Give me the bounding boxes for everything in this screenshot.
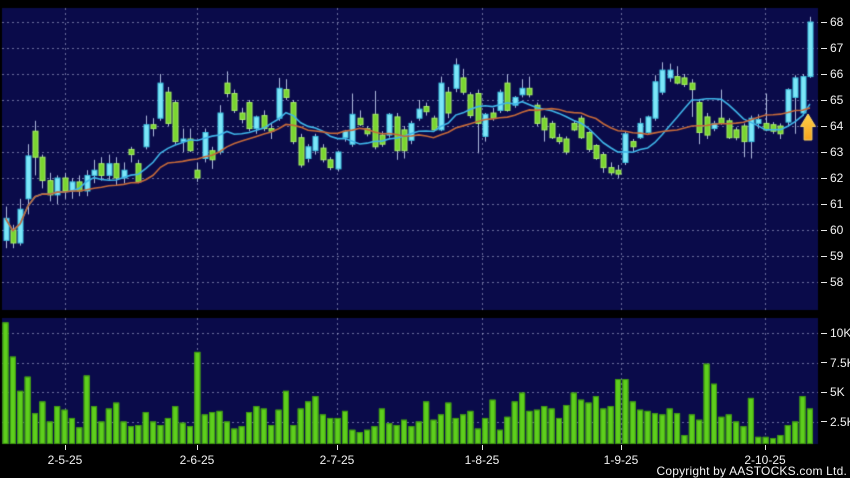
copyright-text: Copyright by AASTOCKS.com Ltd. — [656, 464, 847, 478]
date-axis-label: 1-8-25 — [464, 453, 500, 467]
price-axis-label: 60 — [830, 223, 844, 237]
date-axis-label: 2-7-25 — [319, 453, 355, 467]
price-axis-label: 63 — [830, 145, 844, 159]
volume-axis-tick — [821, 332, 827, 334]
price-axis-tick — [821, 229, 827, 231]
price-axis-label: 66 — [830, 67, 844, 81]
price-axis-tick — [821, 151, 827, 153]
price-axis-label: 68 — [830, 15, 844, 29]
volume-axis-label: 5K — [830, 385, 845, 399]
price-axis-tick — [821, 177, 827, 179]
date-axis-label: 2-6-25 — [179, 453, 215, 467]
date-axis-label: 2-10-25 — [744, 453, 786, 467]
volume-axis-label: 2.5K — [830, 414, 850, 429]
volume-axis-tick — [821, 391, 827, 393]
price-panel — [2, 8, 818, 310]
price-axis-tick — [821, 203, 827, 205]
price-axis-label: 58 — [830, 275, 844, 289]
price-axis-tick — [821, 125, 827, 127]
price-axis-label: 62 — [830, 171, 844, 185]
volume-axis-tick — [821, 421, 827, 422]
date-axis-tick — [621, 445, 622, 450]
date-axis-tick — [65, 445, 66, 450]
date-axis-tick — [765, 445, 766, 450]
price-axis-label: 59 — [830, 249, 844, 263]
price-axis-label: 67 — [830, 41, 844, 55]
price-axis-tick — [821, 47, 827, 49]
price-axis-tick — [821, 281, 827, 283]
price-axis-label: 65 — [830, 93, 844, 107]
volume-axis-label: 10K — [830, 326, 850, 340]
price-axis-label: 64 — [830, 119, 844, 133]
date-axis-tick — [337, 445, 338, 450]
date-axis-tick — [482, 445, 483, 450]
date-axis-tick — [197, 445, 198, 450]
price-axis-label: 61 — [830, 197, 844, 211]
price-axis-tick — [821, 255, 827, 257]
volume-axis-label: 7.5K — [830, 355, 850, 370]
volume-axis-tick — [821, 362, 827, 363]
volume-panel — [2, 318, 818, 444]
price-axis-tick — [821, 99, 827, 101]
date-axis-label: 1-9-25 — [603, 453, 639, 467]
date-axis-label: 2-5-25 — [47, 453, 83, 467]
price-axis-tick — [821, 73, 827, 75]
price-axis-tick — [821, 21, 827, 23]
